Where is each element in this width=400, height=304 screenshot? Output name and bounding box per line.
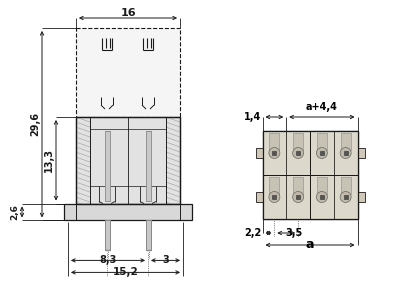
Bar: [286, 131, 310, 175]
Bar: [310, 131, 334, 175]
Circle shape: [316, 192, 327, 202]
Bar: [269, 177, 279, 194]
Bar: [317, 133, 327, 150]
Circle shape: [293, 147, 304, 158]
Bar: [317, 177, 327, 194]
Bar: [358, 192, 364, 202]
Bar: [344, 195, 348, 199]
Text: 8,3: 8,3: [99, 255, 117, 265]
Bar: [105, 220, 110, 250]
Text: 29,6: 29,6: [30, 112, 40, 136]
Bar: [286, 175, 310, 219]
Bar: [166, 117, 180, 203]
Text: 1,4: 1,4: [244, 112, 261, 122]
Bar: [76, 117, 180, 203]
Bar: [310, 175, 334, 219]
Text: a: a: [306, 239, 314, 251]
Bar: [272, 195, 276, 199]
Bar: [256, 148, 262, 158]
Bar: [76, 117, 180, 203]
Bar: [293, 177, 303, 194]
Text: 3,5: 3,5: [286, 228, 303, 238]
Text: 3: 3: [162, 255, 169, 265]
Bar: [146, 220, 151, 250]
Circle shape: [269, 147, 280, 158]
Bar: [320, 195, 324, 199]
Bar: [296, 151, 300, 155]
Bar: [262, 131, 358, 219]
Bar: [146, 131, 151, 201]
Circle shape: [340, 192, 351, 202]
Text: 2,6: 2,6: [10, 204, 20, 220]
Bar: [341, 177, 351, 194]
Circle shape: [340, 147, 351, 158]
Text: 2,2: 2,2: [244, 228, 261, 238]
Circle shape: [316, 147, 327, 158]
Bar: [262, 131, 358, 219]
Bar: [76, 28, 180, 117]
Bar: [256, 192, 262, 202]
Bar: [320, 151, 324, 155]
Circle shape: [293, 192, 304, 202]
Bar: [341, 133, 351, 150]
Bar: [296, 195, 300, 199]
Bar: [272, 151, 276, 155]
Text: 15,2: 15,2: [113, 268, 138, 277]
Bar: [64, 203, 192, 220]
Bar: [344, 151, 348, 155]
Text: a+4,4: a+4,4: [306, 102, 338, 112]
Circle shape: [269, 192, 280, 202]
Bar: [262, 131, 286, 175]
Bar: [358, 148, 364, 158]
Bar: [76, 117, 90, 203]
Bar: [334, 131, 358, 175]
Bar: [293, 133, 303, 150]
Bar: [269, 133, 279, 150]
Bar: [105, 131, 110, 201]
Text: 16: 16: [120, 8, 136, 18]
Text: 13,3: 13,3: [44, 148, 54, 172]
Bar: [262, 175, 286, 219]
Bar: [334, 175, 358, 219]
